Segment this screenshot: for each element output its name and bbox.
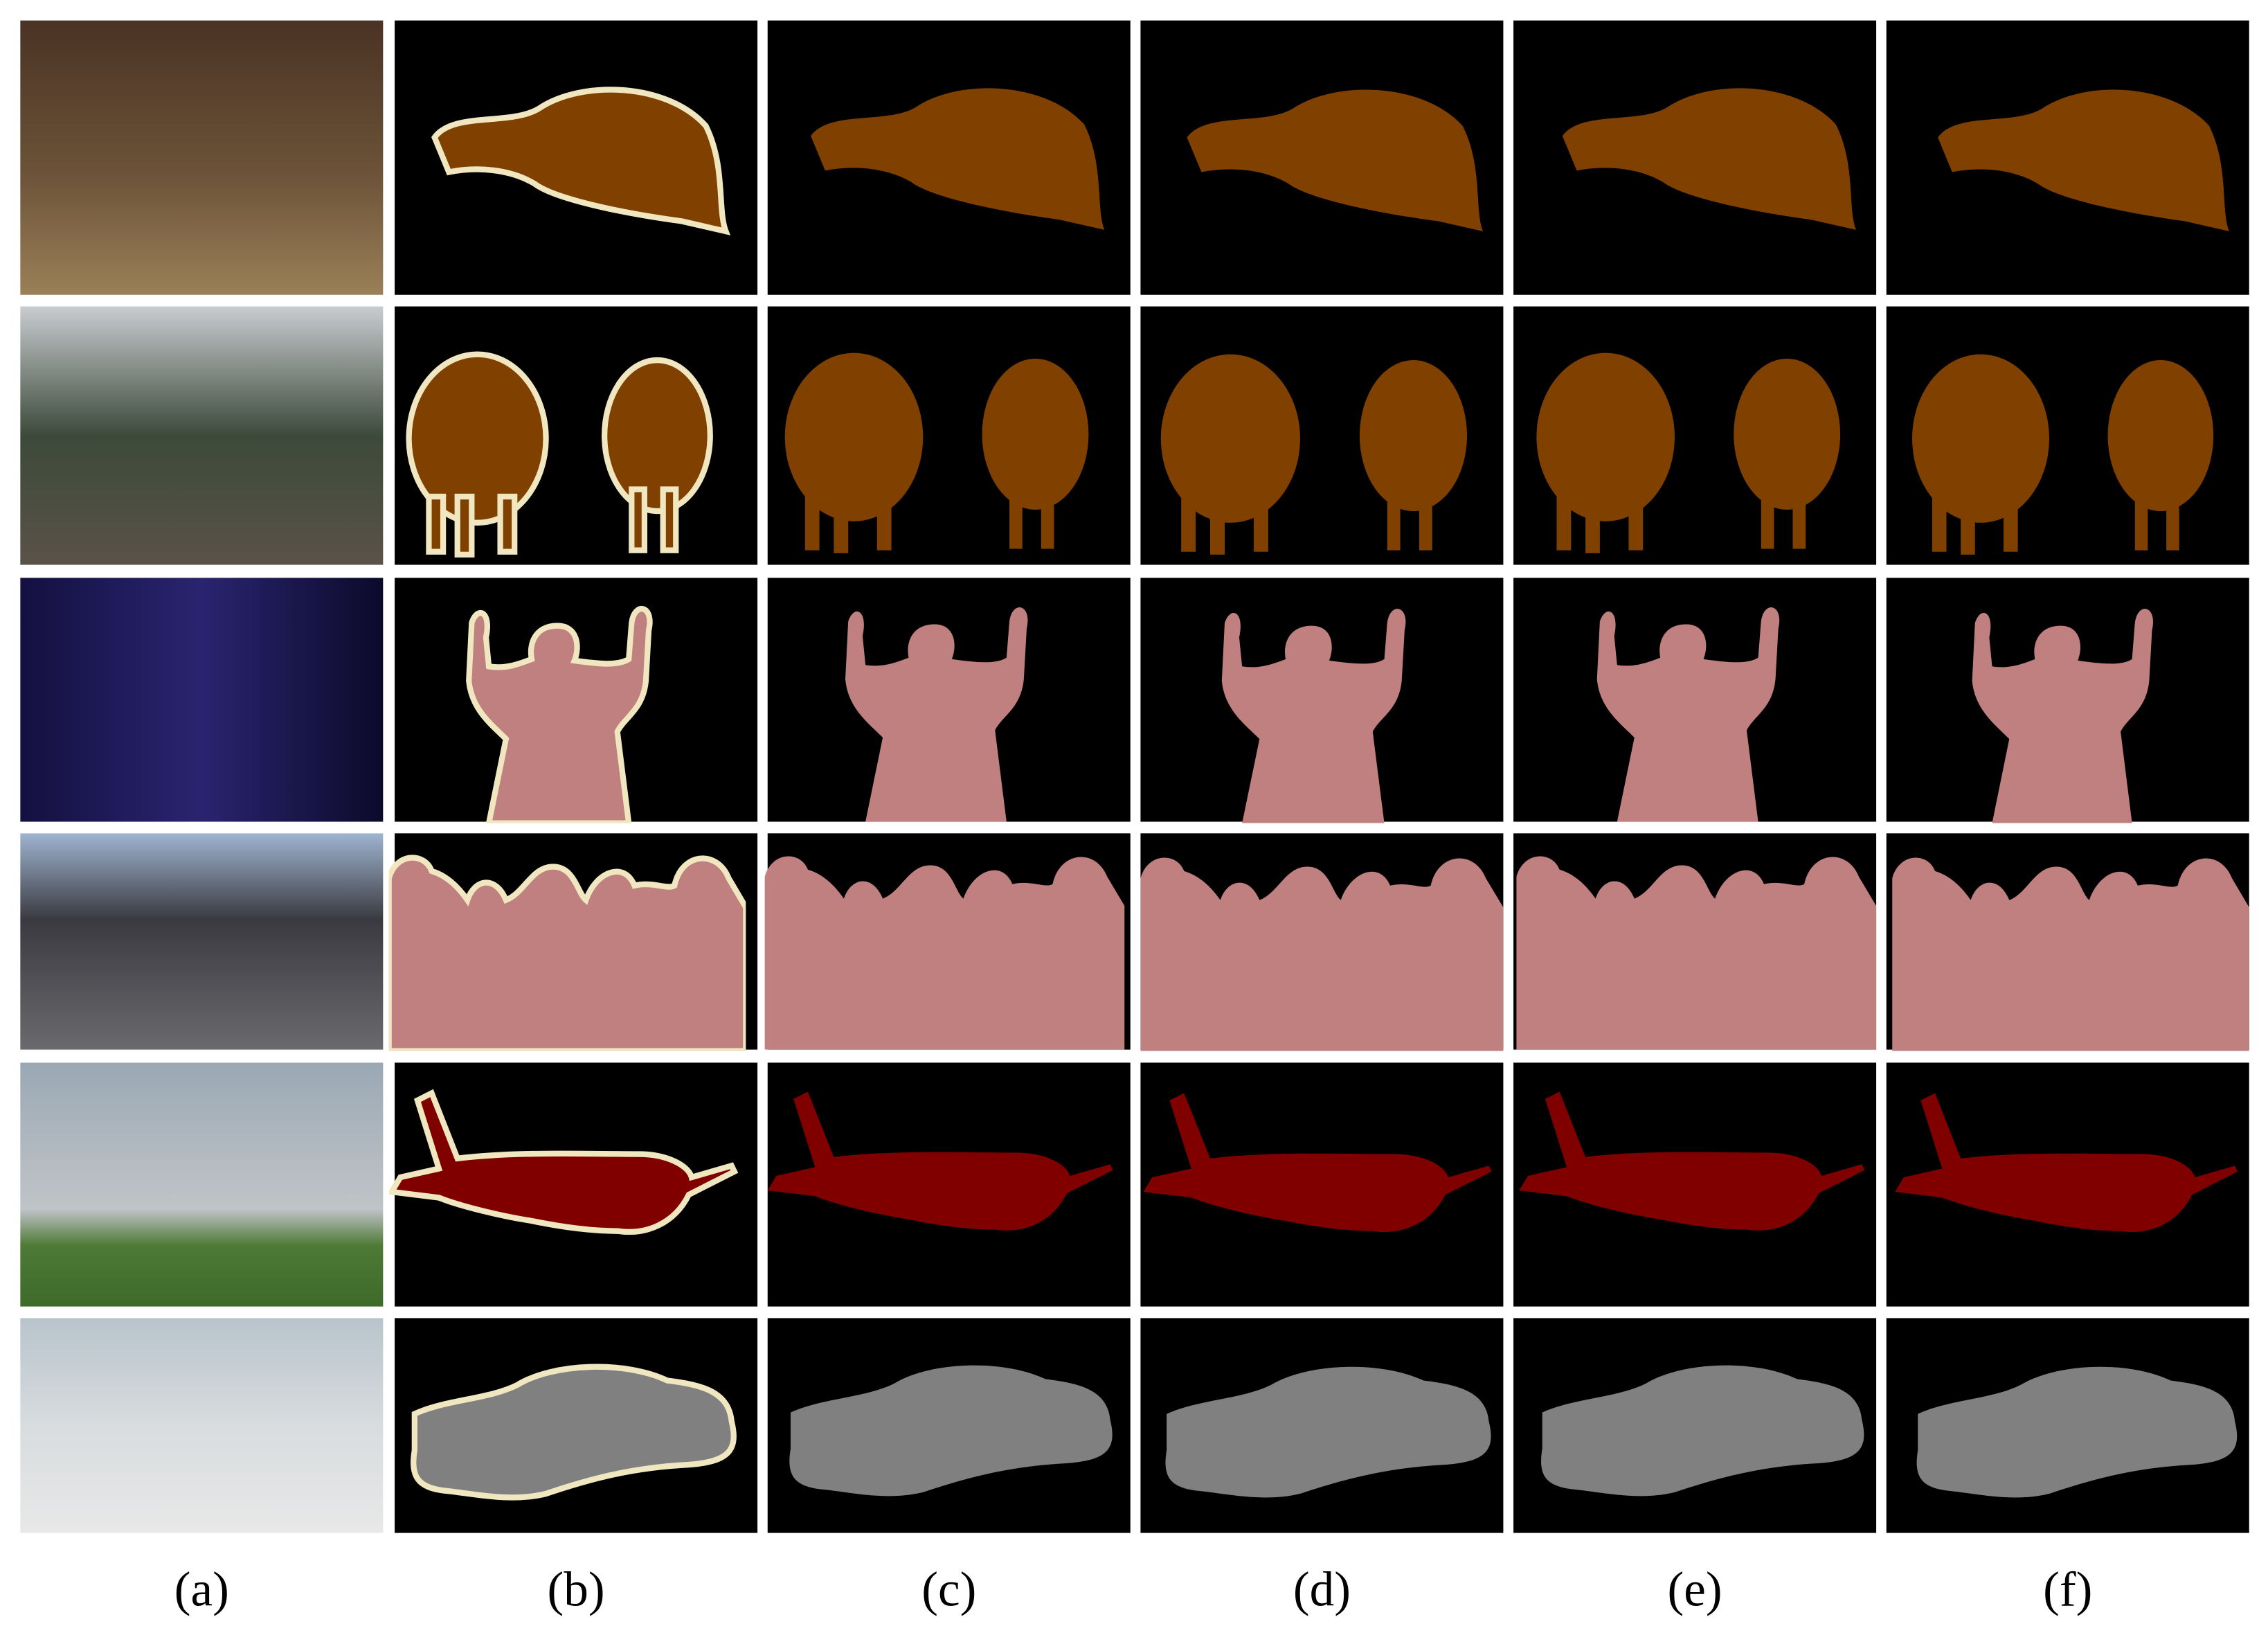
column-label: (e) — [1668, 1562, 1722, 1616]
segmentation-mask — [1892, 857, 2249, 1051]
column-label: (b) — [548, 1562, 605, 1616]
column-label: (c) — [921, 1562, 976, 1616]
input-photo — [20, 833, 384, 1050]
segmentation-mask — [389, 858, 746, 1051]
input-photo — [20, 1318, 384, 1533]
segmentation-mask — [1516, 856, 1877, 1050]
column-label: (f) — [2043, 1562, 2092, 1616]
column-label: (a) — [174, 1562, 229, 1616]
segmentation-mask — [1140, 857, 1504, 1051]
input-photo — [20, 578, 384, 822]
column-label: (d) — [1293, 1562, 1351, 1616]
input-photo — [20, 20, 384, 295]
input-photo — [20, 306, 384, 565]
input-photo — [20, 1062, 384, 1307]
segmentation-mask — [764, 856, 1125, 1050]
